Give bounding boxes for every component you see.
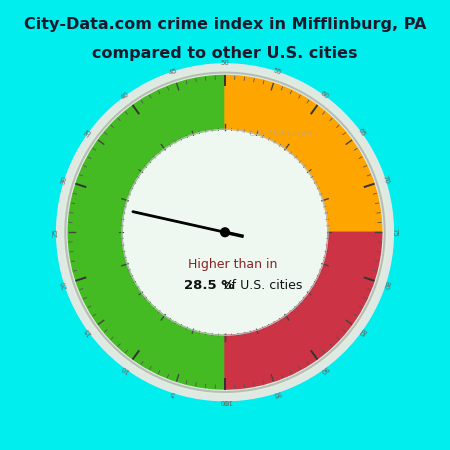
Wedge shape xyxy=(68,76,225,389)
Text: 15: 15 xyxy=(83,326,93,337)
Text: 60: 60 xyxy=(319,90,330,100)
Text: Higher than in: Higher than in xyxy=(188,258,277,271)
Text: 5: 5 xyxy=(170,390,176,396)
Text: 40: 40 xyxy=(120,90,131,100)
Text: of U.S. cities: of U.S. cities xyxy=(224,279,302,292)
Text: 100: 100 xyxy=(218,398,232,405)
Text: 70: 70 xyxy=(382,175,390,185)
Text: compared to other U.S. cities: compared to other U.S. cities xyxy=(92,46,358,61)
Text: 55: 55 xyxy=(272,67,282,76)
Text: 90: 90 xyxy=(319,364,330,374)
Circle shape xyxy=(123,130,327,334)
Text: 80: 80 xyxy=(382,279,390,290)
Wedge shape xyxy=(225,76,382,232)
Text: 20: 20 xyxy=(60,279,68,290)
Text: 95: 95 xyxy=(272,389,283,397)
Wedge shape xyxy=(225,232,382,389)
Text: 65: 65 xyxy=(357,127,367,138)
Text: City-Data.com: City-Data.com xyxy=(248,129,312,138)
Text: 35: 35 xyxy=(83,127,93,138)
Text: 45: 45 xyxy=(168,67,178,76)
Text: 75: 75 xyxy=(391,228,397,237)
Text: City-Data.com crime index in Mifflinburg, PA: City-Data.com crime index in Mifflinburg… xyxy=(24,17,426,32)
Text: 30: 30 xyxy=(60,175,68,185)
Text: 85: 85 xyxy=(357,326,367,337)
Circle shape xyxy=(57,64,393,400)
Text: 50: 50 xyxy=(220,60,230,66)
Circle shape xyxy=(63,70,387,395)
Text: 10: 10 xyxy=(120,364,131,374)
Text: 25: 25 xyxy=(53,228,59,237)
Text: 0: 0 xyxy=(223,398,227,405)
Circle shape xyxy=(220,228,230,237)
Text: 28.5 %: 28.5 % xyxy=(184,279,234,292)
